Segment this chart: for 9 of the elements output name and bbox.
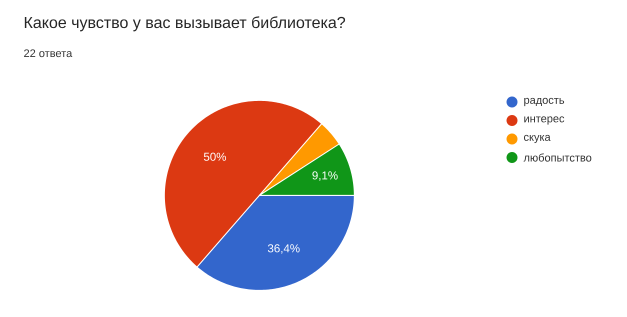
legend-label: скука <box>524 134 551 144</box>
legend-label: любопытство <box>524 153 592 162</box>
chart-title: Какое чувство у вас вызывает библиотека? <box>24 16 346 32</box>
legend-label: радость <box>524 98 564 106</box>
legend-label: интерес <box>524 116 564 125</box>
data-label: 36,4% <box>268 244 300 254</box>
data-label: 9,1% <box>312 171 338 181</box>
data-label: 50% <box>204 152 226 161</box>
text: 22 ответа <box>24 49 72 58</box>
